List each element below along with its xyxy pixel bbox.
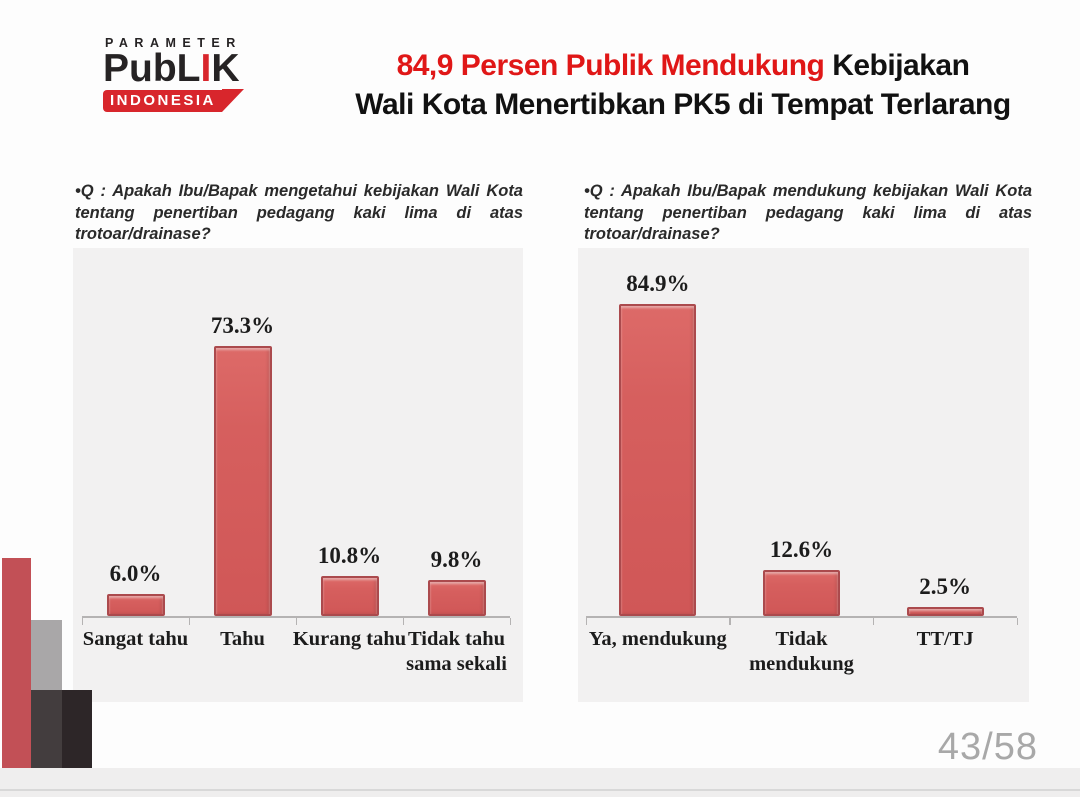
logo-main-pre: PubL bbox=[103, 47, 201, 90]
footer-strip bbox=[0, 768, 1080, 797]
slide-title-highlight: 84,9 Persen Publik Mendukung bbox=[396, 49, 825, 82]
category-label: Tidak mendukung bbox=[749, 628, 854, 675]
category-label: Sangat tahu bbox=[82, 628, 189, 650]
x-axis-tick bbox=[295, 618, 297, 625]
bar-tidak-tahu-sama-sekali bbox=[427, 580, 486, 616]
bar-tt-tj bbox=[906, 607, 984, 616]
value-label: 12.6% bbox=[769, 537, 834, 562]
x-axis-tick bbox=[1016, 618, 1018, 625]
logo-main-post: K bbox=[211, 47, 240, 90]
x-axis-tick bbox=[872, 618, 875, 625]
logo-main-text: PubLIK bbox=[103, 47, 253, 90]
logo-banner-text: INDONESIA bbox=[103, 89, 222, 112]
slide-title-line1-black: Kebijakan bbox=[824, 49, 970, 82]
x-axis-tick bbox=[402, 618, 404, 625]
question-left: •Q : Apakah Ibu/Bapak mengetahui kebijak… bbox=[75, 182, 523, 243]
x-axis bbox=[585, 616, 1018, 625]
value-label: 6.0% bbox=[109, 561, 162, 586]
x-axis-tick bbox=[188, 618, 190, 625]
x-axis-tick bbox=[509, 618, 511, 625]
slide-title: 84,9 Persen Publik Mendukung Kebijakan W… bbox=[300, 46, 1066, 124]
value-label: 9.8% bbox=[430, 547, 483, 572]
x-axis-tick bbox=[585, 618, 587, 625]
bar-tahu bbox=[213, 346, 272, 616]
bar-sangat-tahu bbox=[106, 594, 165, 616]
value-label: 2.5% bbox=[919, 574, 972, 599]
x-axis-tick bbox=[81, 618, 83, 625]
value-label: 84.9% bbox=[626, 271, 690, 296]
category-label: Kurang tahu bbox=[292, 628, 407, 650]
value-label: 73.3% bbox=[210, 313, 275, 338]
logo-banner-arrow-icon bbox=[221, 89, 244, 112]
category-label: Tidak tahu sama sekali bbox=[406, 628, 507, 675]
logo-main-red-letter: I bbox=[200, 47, 212, 90]
x-axis bbox=[81, 616, 511, 625]
bar-ya-mendukung bbox=[619, 304, 697, 616]
bar-tidak-mendukung bbox=[763, 570, 840, 616]
category-label: TT/TJ bbox=[916, 628, 974, 650]
logo-top-text: PARAMETER bbox=[105, 36, 242, 50]
page-indicator: 43/58 bbox=[937, 726, 1038, 768]
footer-divider-line bbox=[0, 789, 1080, 791]
slide-title-line2: Wali Kota Menertibkan PK5 di Tempat Terl… bbox=[355, 88, 1011, 121]
logo-banner: INDONESIA bbox=[103, 89, 253, 112]
value-label: 10.8% bbox=[317, 543, 382, 568]
bar-kurang-tahu bbox=[320, 576, 379, 616]
slide-title-line1: 84,9 Persen Publik Mendukung Kebijakan bbox=[300, 46, 1066, 85]
parameter-publik-logo: PARAMETER PubLIK INDONESIA bbox=[103, 36, 253, 112]
category-label: Ya, mendukung bbox=[588, 628, 727, 650]
x-axis-tick bbox=[729, 618, 731, 625]
decoration-darkgray-block bbox=[31, 690, 62, 768]
decoration-gray-block bbox=[31, 620, 62, 690]
chart-support: 84.9% Ya, mendukung 12.6% Tidak mendukung 2.… bbox=[578, 248, 1029, 702]
chart-awareness: 6.0% Sangat tahu 73.3% Tahu 10.8% Kurang tahu… bbox=[73, 248, 523, 702]
decoration-black-block bbox=[62, 690, 92, 768]
question-right: •Q : Apakah Ibu/Bapak mendukung kebijaka… bbox=[584, 182, 1032, 243]
category-label: Tahu bbox=[220, 628, 265, 650]
decoration-red-block bbox=[2, 558, 31, 768]
